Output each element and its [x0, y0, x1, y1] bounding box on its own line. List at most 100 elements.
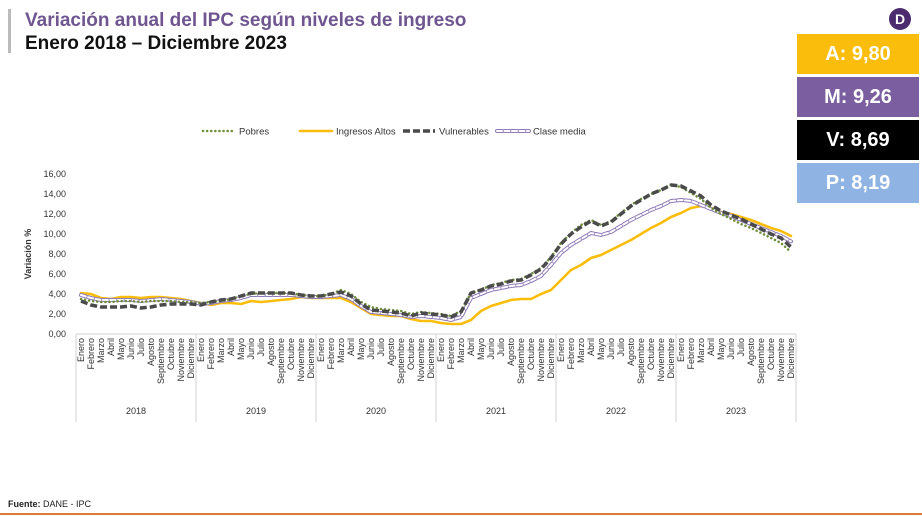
series-line-ingresos-altos — [79, 204, 793, 326]
y-tick-label: 4,00 — [48, 289, 66, 299]
month-label: Abril — [706, 338, 716, 356]
legend-clase-media-label: Clase media — [533, 127, 587, 138]
month-label: Abril — [226, 338, 236, 356]
badge-vulnerables: V: 8,69 — [797, 120, 919, 160]
month-label: Marzo — [216, 338, 226, 363]
month-label: Agosto — [746, 338, 756, 366]
year-label: 2019 — [246, 406, 266, 416]
month-label: Febrero — [686, 338, 696, 370]
month-label: Julio — [616, 338, 626, 357]
month-label: Marzo — [456, 338, 466, 363]
y-tick-label: 14,00 — [43, 189, 66, 199]
month-label: Septiembre — [276, 338, 286, 384]
month-label: Diciembre — [426, 338, 436, 379]
month-label: Noviembre — [656, 338, 666, 382]
chart-title: Variación anual del IPC según niveles de… — [25, 10, 467, 31]
month-label: Febrero — [446, 338, 456, 370]
month-label: Diciembre — [186, 338, 196, 379]
month-label: Octubre — [166, 338, 176, 370]
month-label: Julio — [496, 338, 506, 357]
month-label: Abril — [106, 338, 116, 356]
chart-subtitle: Enero 2018 – Diciembre 2023 — [25, 33, 287, 54]
month-label: Diciembre — [786, 338, 796, 379]
title-accent-bar — [8, 9, 11, 53]
month-label: Septiembre — [756, 338, 766, 384]
year-label: 2020 — [366, 406, 386, 416]
month-label: Febrero — [206, 338, 216, 370]
month-label: Julio — [376, 338, 386, 357]
month-label: Noviembre — [776, 338, 786, 382]
month-label: Febrero — [86, 338, 96, 370]
month-label: Noviembre — [176, 338, 186, 382]
month-label: Junio — [126, 338, 136, 360]
month-label: Junio — [486, 338, 496, 360]
y-axis-title: Variación % — [23, 229, 33, 280]
month-label: Mayo — [716, 338, 726, 360]
month-label: Diciembre — [666, 338, 676, 379]
month-label: Abril — [586, 338, 596, 356]
month-label: Octubre — [766, 338, 776, 370]
month-label: Mayo — [476, 338, 486, 360]
badge-pobres: P: 8,19 — [797, 163, 919, 203]
month-label: Junio — [366, 338, 376, 360]
bottom-rule — [0, 513, 922, 515]
badge-clase-media: M: 9,26 — [797, 77, 919, 117]
month-label: Agosto — [266, 338, 276, 366]
year-label: 2022 — [606, 406, 626, 416]
y-tick-label: 8,00 — [48, 249, 66, 259]
series-line-pobres — [79, 183, 793, 318]
month-label: Mayo — [116, 338, 126, 360]
month-label: Julio — [136, 338, 146, 357]
dane-logo: D — [889, 8, 911, 30]
year-label: 2023 — [726, 406, 746, 416]
month-label: Mayo — [596, 338, 606, 360]
month-label: Mayo — [236, 338, 246, 360]
month-label: Noviembre — [296, 338, 306, 382]
month-label: Marzo — [696, 338, 706, 363]
month-label: Agosto — [506, 338, 516, 366]
month-label: Junio — [246, 338, 256, 360]
month-label: Mayo — [356, 338, 366, 360]
month-label: Octubre — [286, 338, 296, 370]
source-label: Fuente: — [8, 499, 41, 509]
month-label: Agosto — [386, 338, 396, 366]
month-label: Agosto — [146, 338, 156, 366]
month-label: Marzo — [96, 338, 106, 363]
month-label: Enero — [676, 338, 686, 362]
source-text: DANE - IPC — [40, 499, 92, 509]
month-label: Marzo — [336, 338, 346, 363]
month-label: Octubre — [406, 338, 416, 370]
month-label: Julio — [736, 338, 746, 357]
month-label: Enero — [436, 338, 446, 362]
month-label: Junio — [726, 338, 736, 360]
month-label: Enero — [316, 338, 326, 362]
source-note: Fuente: DANE - IPC — [8, 499, 91, 509]
month-label: Octubre — [646, 338, 656, 370]
y-tick-label: 10,00 — [43, 229, 66, 239]
month-label: Septiembre — [516, 338, 526, 384]
legend-vulnerables-label: Vulnerables — [439, 127, 489, 138]
legend-ingresos-altos-label: Ingresos Altos — [336, 127, 396, 138]
y-tick-label: 6,00 — [48, 269, 66, 279]
y-tick-label: 2,00 — [48, 309, 66, 319]
month-label: Febrero — [566, 338, 576, 370]
month-label: Abril — [466, 338, 476, 356]
legend-pobres-label: Pobres — [239, 127, 269, 138]
month-label: Julio — [256, 338, 266, 357]
month-label: Septiembre — [156, 338, 166, 384]
badge-ingresos-altos: A: 9,80 — [797, 34, 919, 74]
month-label: Diciembre — [546, 338, 556, 379]
month-label: Diciembre — [306, 338, 316, 379]
month-label: Junio — [606, 338, 616, 360]
month-label: Noviembre — [536, 338, 546, 382]
month-label: Marzo — [576, 338, 586, 363]
month-label: Enero — [196, 338, 206, 362]
year-label: 2018 — [126, 406, 146, 416]
y-tick-label: 0,00 — [48, 329, 66, 339]
month-label: Enero — [76, 338, 86, 362]
y-tick-label: 12,00 — [43, 209, 66, 219]
month-label: Febrero — [326, 338, 336, 370]
month-label: Septiembre — [636, 338, 646, 384]
